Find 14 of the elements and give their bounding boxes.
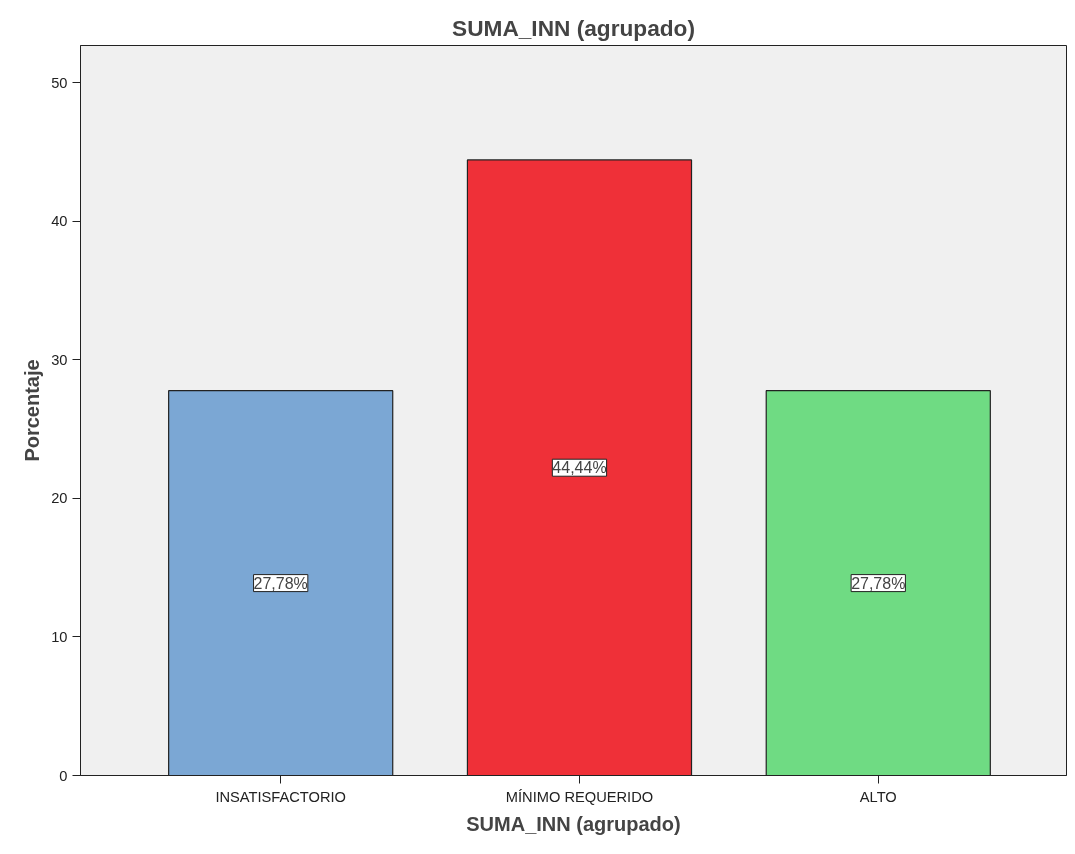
x-axis-title: SUMA_INN (agrupado): [466, 812, 681, 835]
x-tick-label: MÍNIMO REQUERIDO: [505, 788, 654, 805]
y-tick-label: 10: [51, 628, 68, 645]
y-tick-label: 40: [51, 213, 68, 230]
y-tick-label: 20: [51, 490, 68, 507]
y-tick-label: 0: [59, 767, 68, 784]
y-axis-title: Porcentaje: [21, 359, 44, 462]
x-tick-label: INSATISFACTORIO: [215, 788, 346, 805]
data-label: 27,78%: [253, 574, 308, 592]
y-tick-label: 50: [51, 74, 68, 91]
data-label: 27,78%: [851, 574, 906, 592]
y-tick-label: 30: [51, 351, 68, 368]
x-tick-label: ALTO: [859, 788, 897, 805]
chart-title: SUMA_INN (agrupado): [452, 14, 695, 41]
